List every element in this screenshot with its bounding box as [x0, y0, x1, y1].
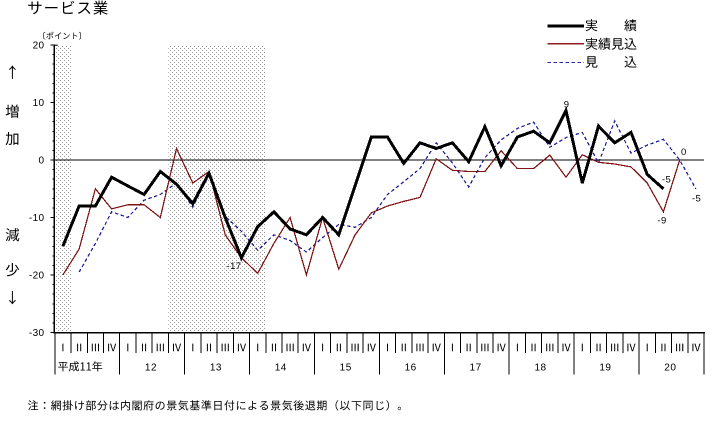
svg-text:15: 15 [340, 362, 352, 373]
svg-text:12: 12 [145, 362, 157, 373]
svg-text:0: 0 [39, 156, 45, 167]
svg-text:-9: -9 [657, 215, 666, 226]
svg-text:20: 20 [664, 362, 676, 373]
svg-text:0: 0 [681, 147, 687, 158]
svg-text:13: 13 [210, 362, 222, 373]
svg-text:9: 9 [564, 99, 570, 110]
svg-text:18: 18 [534, 362, 546, 373]
svg-text:10: 10 [33, 98, 45, 109]
svg-text:20: 20 [33, 41, 45, 52]
svg-text:-5: -5 [662, 174, 671, 185]
svg-text:-17: -17 [227, 261, 242, 272]
svg-text:19: 19 [599, 362, 611, 373]
svg-text:17: 17 [470, 362, 482, 373]
svg-text:-10: -10 [29, 213, 45, 224]
svg-text:-30: -30 [29, 328, 45, 339]
svg-text:-20: -20 [29, 271, 45, 282]
svg-text:16: 16 [405, 362, 417, 373]
svg-text:14: 14 [275, 362, 287, 373]
svg-text:-5: -5 [692, 194, 701, 205]
